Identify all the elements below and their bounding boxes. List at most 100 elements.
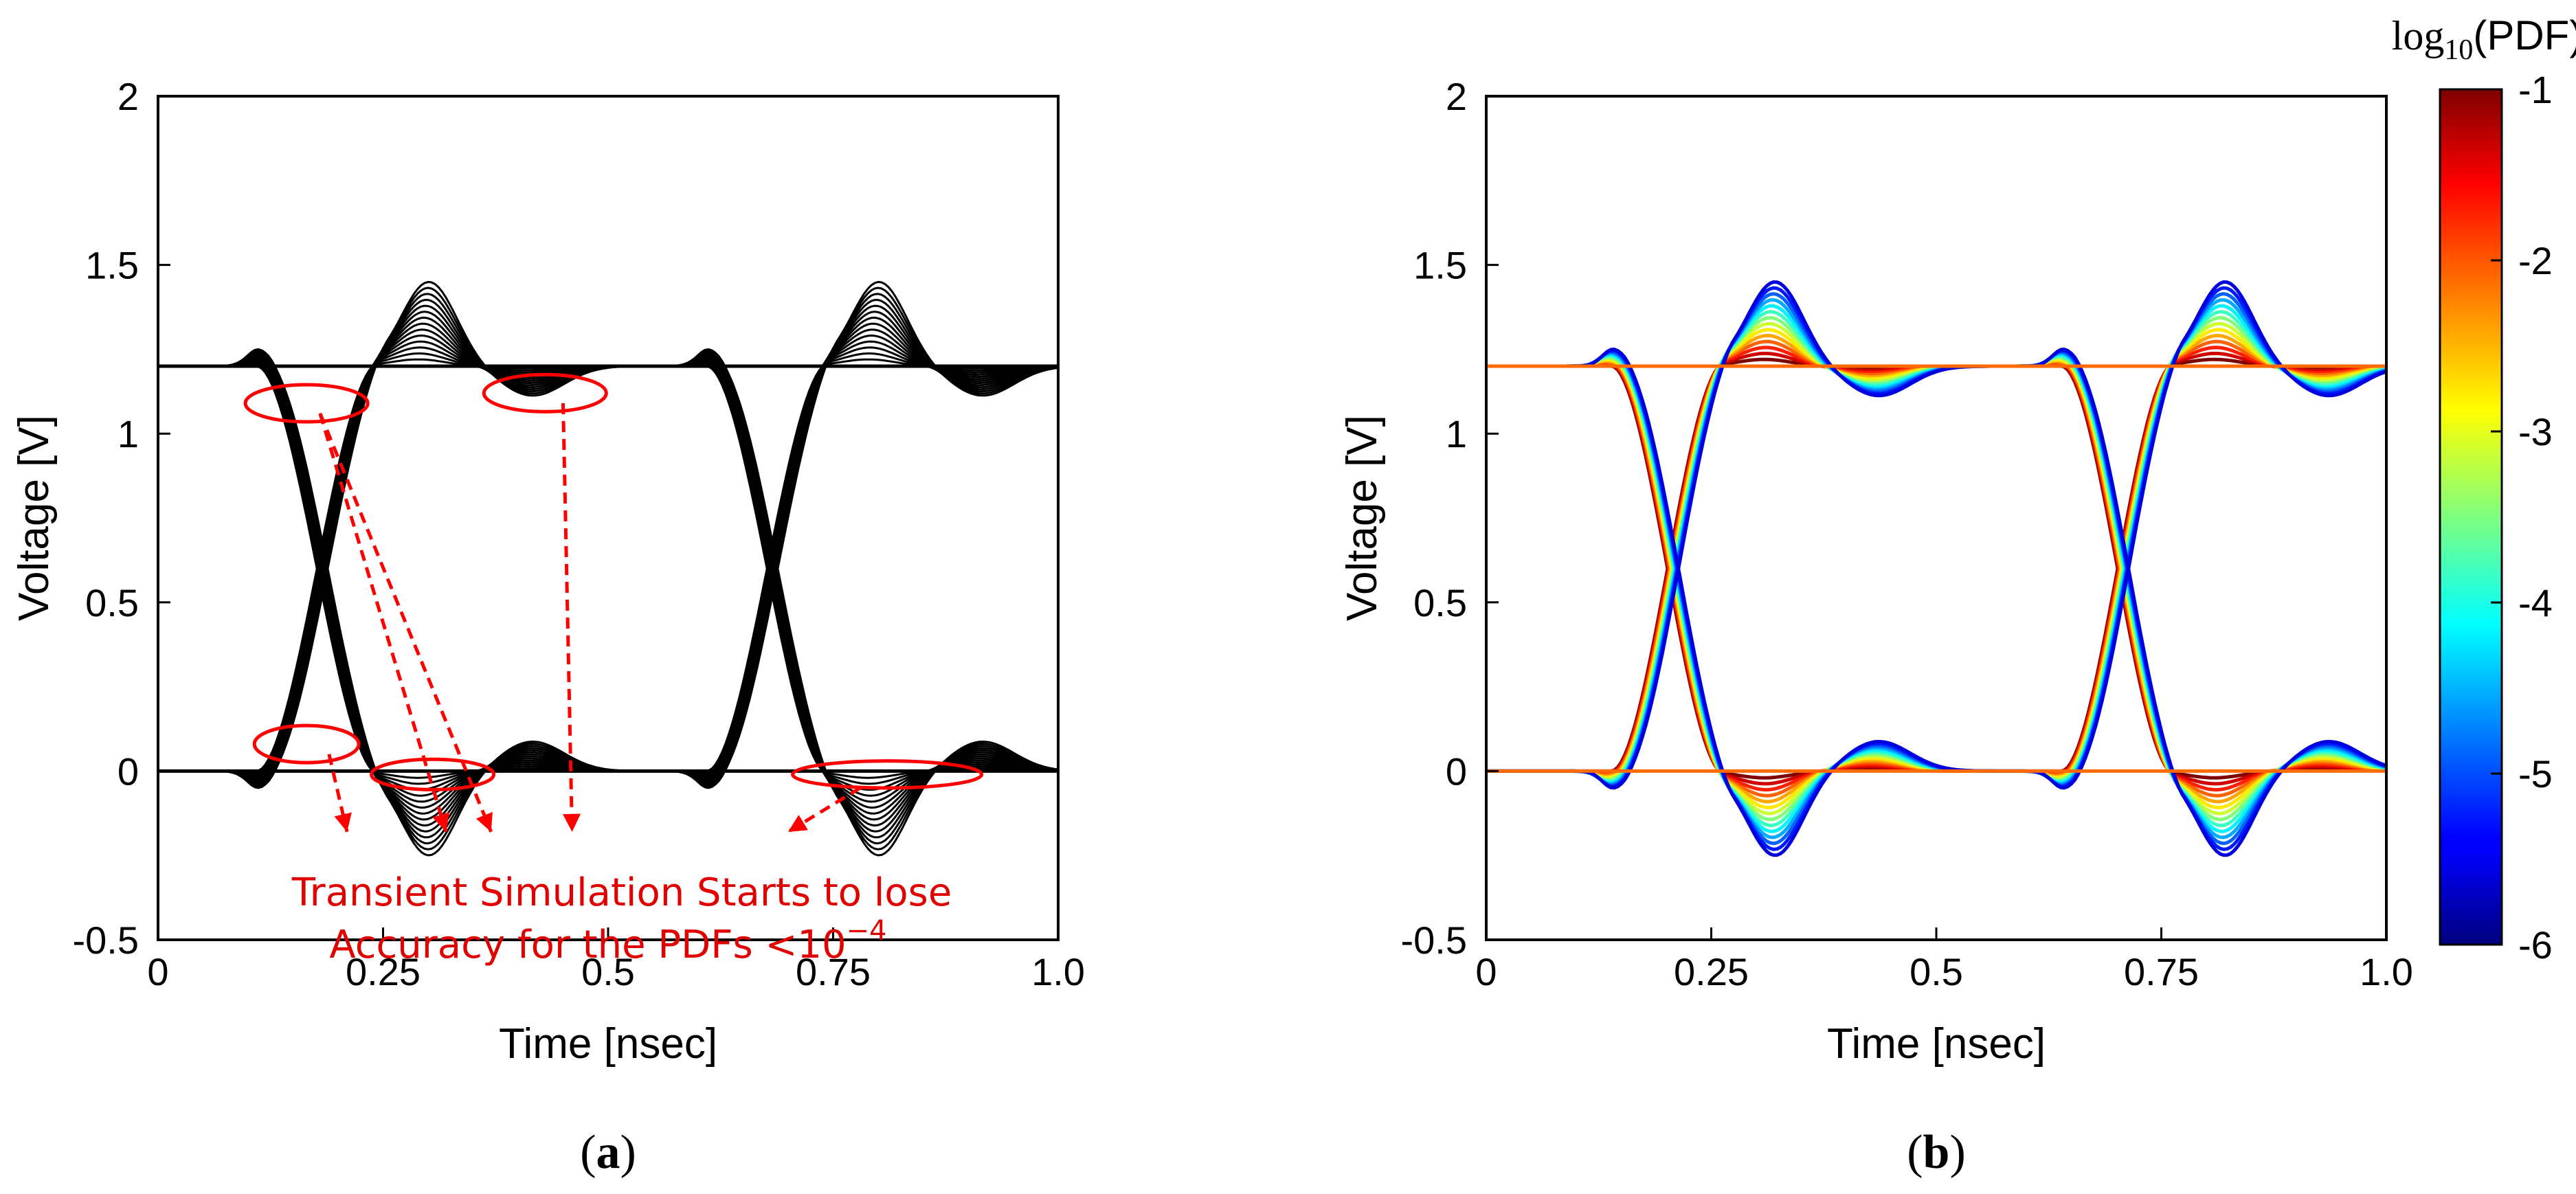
eye-trace [1486, 310, 2387, 828]
eye-trace [158, 299, 1059, 839]
x-tick-label: 0.5 [581, 950, 635, 993]
annotation-arrowhead [432, 812, 450, 832]
eye-trace [1486, 334, 2387, 804]
annotation-ellipse [252, 723, 361, 765]
eye-trace [158, 316, 1059, 821]
annotation-arrowhead [475, 811, 493, 832]
x-tick-label: 0 [1475, 950, 1497, 993]
y-tick-label: 0 [1446, 750, 1467, 793]
chart-a-annotation-marks [243, 372, 984, 833]
chart-b-plot-frame [1485, 95, 2388, 941]
chart-a-y-axis-label: Voltage [V] [10, 415, 58, 621]
chart-a-annotation-line1: Transient Simulation Starts to lose [291, 870, 952, 915]
eye-trace [158, 334, 1059, 803]
colorbar-tick-label: -1 [2518, 68, 2553, 111]
annotation-arrow [318, 412, 493, 833]
eye-trace [1486, 339, 2387, 798]
chart-b-traces [1486, 280, 2387, 857]
colorbar-title: log10(PDF) [2392, 12, 2576, 66]
y-tick-label: 1.5 [85, 244, 139, 287]
eye-trace [158, 328, 1059, 809]
eye-trace [1486, 352, 2387, 786]
eye-trace [1486, 334, 2387, 804]
chart-panel-b: 0 0.25 0.5 0.75 1.0 -0.500.511.52 Time [nsec… [1339, 12, 2576, 1179]
x-tick-label: 1.0 [2360, 950, 2413, 993]
eye-trace [1486, 328, 2387, 809]
eye-trace [158, 286, 1059, 851]
eye-trace [158, 299, 1059, 839]
x-tick-label: 0 [147, 950, 168, 993]
y-tick-label: 0.5 [1413, 581, 1467, 624]
eye-trace [158, 334, 1059, 803]
x-tick-label: 1.0 [1031, 950, 1085, 993]
y-tick-label: 1 [117, 412, 139, 455]
chart-a-annotation-line2: Accuracy for the PDFs <10−4 [329, 915, 886, 967]
chart-panel-a: 0 0.25 0.5 0.75 1.0 -0.500.511.52 Time [nsec… [10, 75, 1085, 1179]
chart-a-x-ticks: 0 0.25 0.5 0.75 1.0 [147, 927, 1085, 993]
chart-b-x-axis-label: Time [nsec] [1827, 1020, 2046, 1068]
x-tick-label: 0.75 [2124, 950, 2199, 993]
eye-trace [158, 322, 1059, 815]
chart-b-x-ticks: 0 0.25 0.5 0.75 1.0 [1475, 927, 2413, 993]
annotation-ellipse [243, 383, 370, 424]
colorbar-ticks: -1 -2 -3 -4 -5 -6 [2491, 68, 2553, 967]
annotation-arrowhead [563, 813, 581, 832]
eye-trace [1486, 339, 2387, 798]
eye-trace [1486, 346, 2387, 792]
eye-trace [158, 322, 1059, 815]
x-tick-label: 0.25 [1674, 950, 1749, 993]
x-tick-label: 0.5 [1909, 950, 1963, 993]
colorbar-tick-label: -3 [2518, 410, 2553, 453]
y-tick-label: 2 [1446, 75, 1467, 118]
annotation-ellipse [482, 372, 608, 414]
eye-trace [1486, 310, 2387, 828]
eye-trace [1486, 304, 2387, 833]
eye-trace [158, 311, 1059, 827]
chart-a-x-axis-label: Time [nsec] [499, 1020, 717, 1068]
annotation-arrow [787, 786, 862, 833]
y-tick-label: -0.5 [73, 919, 139, 962]
annotation-ellipse [369, 757, 496, 791]
annotation-arrowhead [788, 815, 808, 832]
annotation-arrowhead [334, 812, 352, 832]
eye-trace [1486, 328, 2387, 809]
eye-trace [1486, 357, 2387, 780]
chart-a-panel-label: (a) [580, 1126, 636, 1179]
y-tick-label: 0.5 [85, 581, 139, 624]
chart-b-panel-label: (b) [1907, 1126, 1966, 1179]
eye-trace [1486, 298, 2387, 840]
annotation-ellipse [791, 759, 984, 790]
y-tick-label: 0 [117, 750, 139, 793]
colorbar-tick-label: -6 [2518, 923, 2553, 967]
annotation-arrow [327, 754, 349, 833]
x-tick-label: 0.25 [346, 950, 421, 993]
colorbar-tick-label: -4 [2518, 581, 2553, 624]
chart-b-y-axis-label: Voltage [V] [1339, 415, 1386, 621]
chart-a-traces [158, 280, 1059, 857]
eye-trace [1486, 315, 2387, 822]
chart-a-plot-frame [157, 95, 1060, 941]
eye-trace [158, 328, 1059, 809]
colorbar-tick-label: -5 [2518, 752, 2553, 796]
colorbar [2439, 88, 2503, 946]
y-tick-label: 1 [1446, 412, 1467, 455]
eye-trace [1486, 304, 2387, 833]
y-tick-label: 2 [117, 75, 139, 118]
y-tick-label: -0.5 [1401, 919, 1468, 962]
y-tick-label: 1.5 [1413, 244, 1467, 287]
eye-trace [1486, 280, 2387, 857]
eye-trace [1486, 298, 2387, 840]
eye-trace [158, 311, 1059, 827]
eye-trace [1486, 315, 2387, 822]
eye-trace [1486, 322, 2387, 815]
eye-trace [1486, 352, 2387, 786]
x-tick-label: 0.75 [796, 950, 871, 993]
annotation-arrow [318, 413, 448, 833]
chart-b-y-ticks: -0.5 0 0.5 1 1.5 2 [1401, 75, 1499, 962]
eye-trace [1486, 322, 2387, 815]
colorbar-tick-label: -2 [2518, 239, 2553, 282]
chart-a-y-ticks: -0.5 0 0.5 1 1.5 2 [73, 75, 170, 962]
eye-trace [1486, 280, 2387, 857]
eye-trace [158, 286, 1059, 851]
